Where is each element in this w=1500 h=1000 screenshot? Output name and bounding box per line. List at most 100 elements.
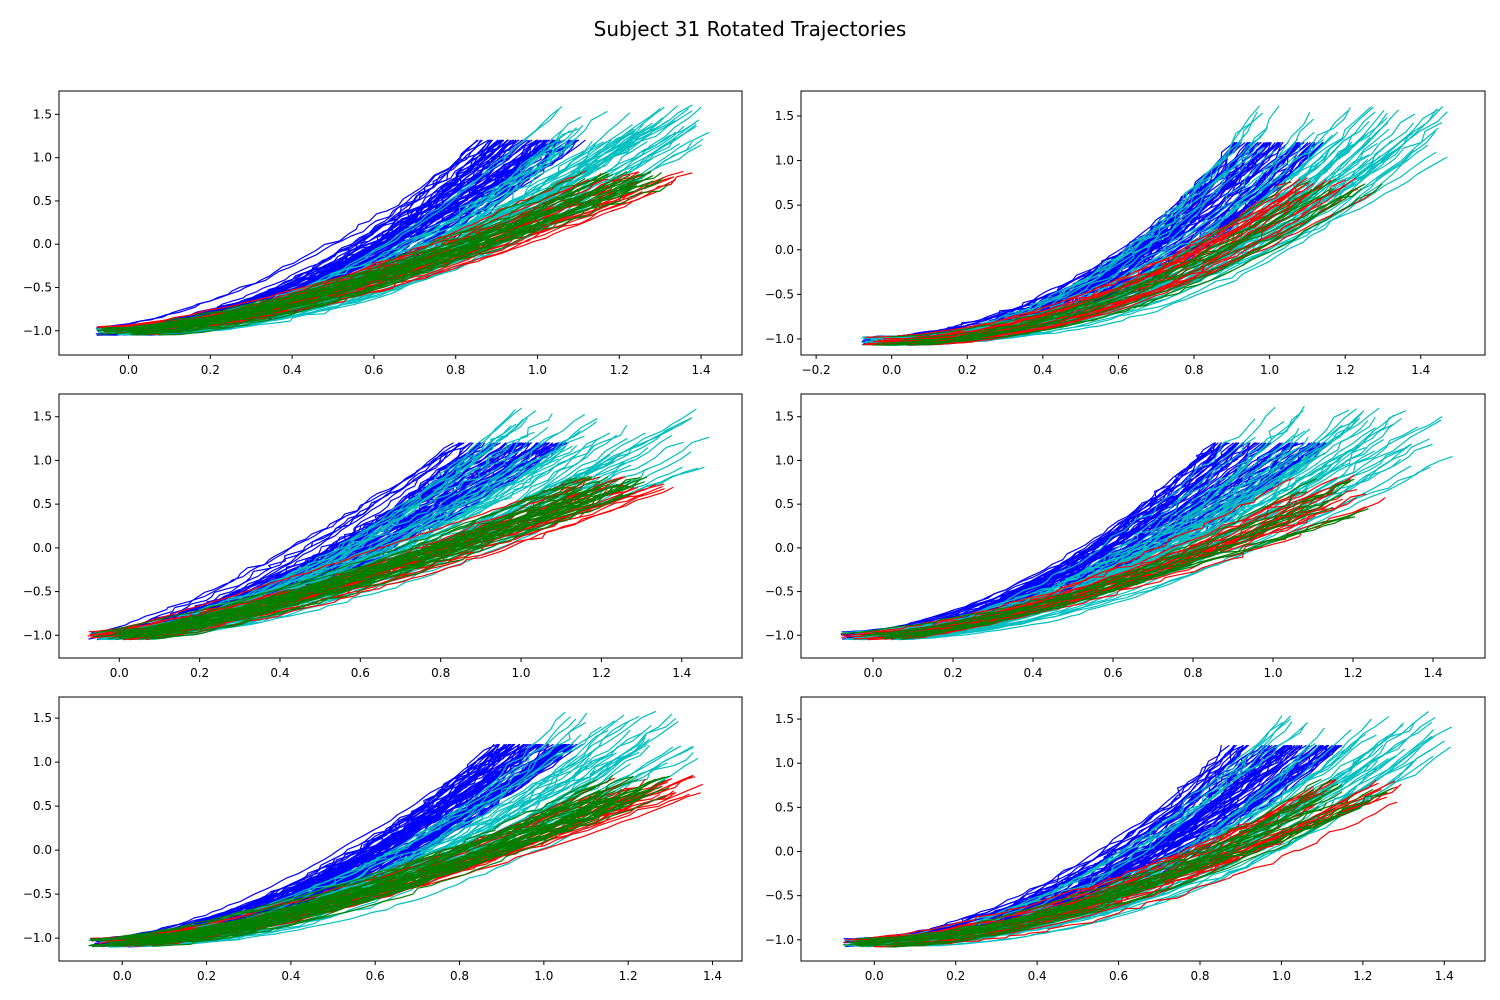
plot-area bbox=[87, 407, 710, 641]
trajectory-green bbox=[904, 806, 1320, 942]
y-tick-label: 1.5 bbox=[33, 410, 52, 424]
trajectory-green bbox=[155, 788, 622, 943]
x-tick-label: 1.4 bbox=[703, 969, 722, 983]
trajectory-green bbox=[855, 802, 1328, 942]
y-tick-label: −1.0 bbox=[23, 931, 52, 945]
trajectory-cyan bbox=[93, 417, 693, 633]
trajectory-red bbox=[115, 785, 663, 946]
y-tick-label: 0.0 bbox=[775, 541, 794, 555]
x-tick-label: 0.4 bbox=[281, 969, 300, 983]
trajectory-green bbox=[873, 180, 1311, 346]
trajectory-green bbox=[883, 178, 1337, 346]
x-tick-label: 0.6 bbox=[1103, 666, 1122, 680]
x-tick-label: 1.2 bbox=[592, 666, 611, 680]
trajectory-green bbox=[890, 779, 1332, 946]
trajectory-blue bbox=[96, 139, 502, 328]
x-tick-label: 0.4 bbox=[1033, 363, 1052, 377]
trajectory-green bbox=[158, 183, 637, 333]
subplot-1: 0.0 0.2 0.4 0.6 0.8 1.0 1.2 1.4 −1.0 −0.5 0.0 0.5 1.… bbox=[23, 90, 743, 377]
x-tick-label: 0.6 bbox=[366, 969, 385, 983]
axes-frame bbox=[800, 393, 1486, 659]
x-tick-label: 0.8 bbox=[1190, 969, 1209, 983]
x-tick-label: 0.8 bbox=[446, 363, 465, 377]
trajectory-green bbox=[148, 789, 649, 944]
axes-frame bbox=[800, 90, 1486, 356]
x-tick-label: 1.4 bbox=[1423, 666, 1442, 680]
y-tick-label: 0.5 bbox=[775, 800, 794, 814]
x-tick-label: 0.4 bbox=[1023, 666, 1042, 680]
trajectory-green bbox=[113, 787, 669, 946]
x-tick-label: 0.2 bbox=[197, 969, 216, 983]
x-tick-label: 0.4 bbox=[1028, 969, 1047, 983]
axes-frame bbox=[58, 393, 743, 659]
x-tick-label: 0.4 bbox=[283, 363, 302, 377]
trajectory-green bbox=[123, 487, 579, 638]
trajectory-cyan bbox=[114, 145, 622, 334]
trajectory-green bbox=[122, 186, 613, 331]
trajectory-blue bbox=[111, 743, 500, 939]
x-tick-label: 0.8 bbox=[1184, 363, 1203, 377]
y-tick-label: −1.0 bbox=[765, 933, 794, 947]
trajectory-green bbox=[840, 512, 1358, 635]
trajectory-green bbox=[109, 177, 664, 329]
trajectory-green bbox=[133, 182, 594, 334]
trajectory-green bbox=[131, 790, 616, 944]
x-tick-label: 0.2 bbox=[946, 969, 965, 983]
plot-area bbox=[95, 104, 710, 336]
x-tick-label: 0.6 bbox=[351, 666, 370, 680]
trajectory-red bbox=[860, 491, 1300, 633]
x-tick-label: 1.4 bbox=[1411, 363, 1430, 377]
trajectory-green bbox=[120, 483, 618, 636]
trajectory-blue bbox=[864, 142, 1261, 340]
trajectory-green bbox=[912, 185, 1317, 339]
trajectory-red bbox=[108, 477, 587, 632]
trajectory-green bbox=[154, 793, 646, 940]
trajectory-green bbox=[152, 778, 656, 940]
trajectory-green bbox=[139, 779, 666, 945]
x-tick-label: 1.2 bbox=[1336, 363, 1355, 377]
axes-frame bbox=[800, 696, 1486, 962]
y-tick-label: 1.5 bbox=[775, 410, 794, 424]
y-tick-label: 0.0 bbox=[33, 237, 52, 251]
x-tick-label: 1.0 bbox=[1260, 363, 1279, 377]
y-tick-label: −1.0 bbox=[765, 628, 794, 642]
x-tick-label: 1.0 bbox=[1272, 969, 1291, 983]
axes-frame bbox=[58, 696, 743, 962]
y-tick-label: 0.0 bbox=[33, 843, 52, 857]
y-tick-label: 0.5 bbox=[33, 194, 52, 208]
trajectory-green bbox=[94, 483, 611, 638]
x-tick-label: 0.2 bbox=[958, 363, 977, 377]
x-tick-label: 0.0 bbox=[863, 666, 882, 680]
trajectory-blue bbox=[91, 442, 461, 634]
x-tick-label: 0.0 bbox=[882, 363, 901, 377]
trajectory-green bbox=[862, 508, 1369, 636]
y-tick-label: 1.0 bbox=[775, 756, 794, 770]
x-tick-label: 1.2 bbox=[619, 969, 638, 983]
trajectory-green bbox=[127, 477, 577, 638]
x-tick-label: 1.4 bbox=[692, 363, 711, 377]
y-tick-label: 0.0 bbox=[775, 845, 794, 859]
y-tick-label: 1.0 bbox=[33, 755, 52, 769]
y-tick-label: −0.5 bbox=[23, 585, 52, 599]
y-tick-label: −1.0 bbox=[765, 332, 794, 346]
trajectory-green bbox=[895, 788, 1315, 946]
subplot-5: 0.0 0.2 0.4 0.6 0.8 1.0 1.2 1.4 −1.0 −0.5 0.0 0.5 1.… bbox=[23, 696, 743, 983]
x-tick-label: 0.8 bbox=[431, 666, 450, 680]
y-tick-label: −1.0 bbox=[23, 324, 52, 338]
x-tick-label: −0.2 bbox=[802, 363, 831, 377]
x-tick-label: 1.2 bbox=[1343, 666, 1362, 680]
trajectory-cyan bbox=[107, 104, 693, 332]
x-tick-label: 1.2 bbox=[1353, 969, 1372, 983]
y-tick-label: −0.5 bbox=[765, 287, 794, 301]
y-tick-label: −0.5 bbox=[23, 280, 52, 294]
trajectory-blue bbox=[109, 442, 471, 633]
trajectory-green bbox=[148, 184, 633, 334]
x-tick-label: 1.0 bbox=[511, 666, 530, 680]
y-tick-label: 1.5 bbox=[775, 109, 794, 123]
trajectory-cyan bbox=[849, 434, 1295, 633]
y-tick-label: 1.5 bbox=[33, 711, 52, 725]
trajectory-green bbox=[157, 170, 651, 334]
x-tick-label: 0.0 bbox=[110, 666, 129, 680]
x-tick-label: 1.4 bbox=[1435, 969, 1454, 983]
